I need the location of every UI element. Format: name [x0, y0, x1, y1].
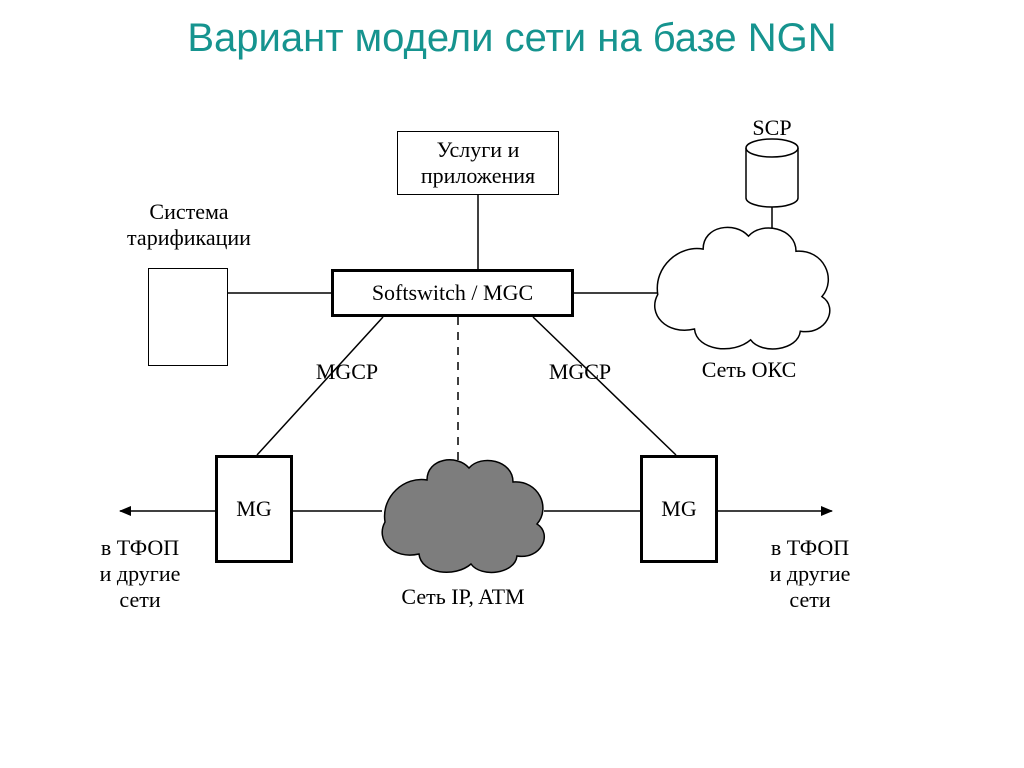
node-billing	[148, 268, 228, 366]
label-tfop-left: в ТФОПи другиесети	[100, 535, 181, 613]
label-scp: SCP	[752, 115, 791, 141]
node-mg-left: MG	[215, 455, 293, 563]
label-mgcp-left: MGCP	[316, 359, 378, 385]
diagram-stage: Вариант модели сети на базе NGN Услуги и…	[0, 0, 1024, 768]
label-mgcp-right: MGCP	[549, 359, 611, 385]
label-ip-atm: Сеть IP, ATM	[401, 584, 524, 610]
label-tfop-right: в ТФОПи другиесети	[770, 535, 851, 613]
node-softswitch: Softswitch / MGC	[331, 269, 574, 317]
label-oks: Сеть ОКС	[702, 357, 797, 383]
node-services: Услуги иприложения	[397, 131, 559, 195]
wires-layer	[0, 0, 1024, 768]
node-mg-right: MG	[640, 455, 718, 563]
label-billing-caption: Систематарификации	[127, 199, 251, 251]
